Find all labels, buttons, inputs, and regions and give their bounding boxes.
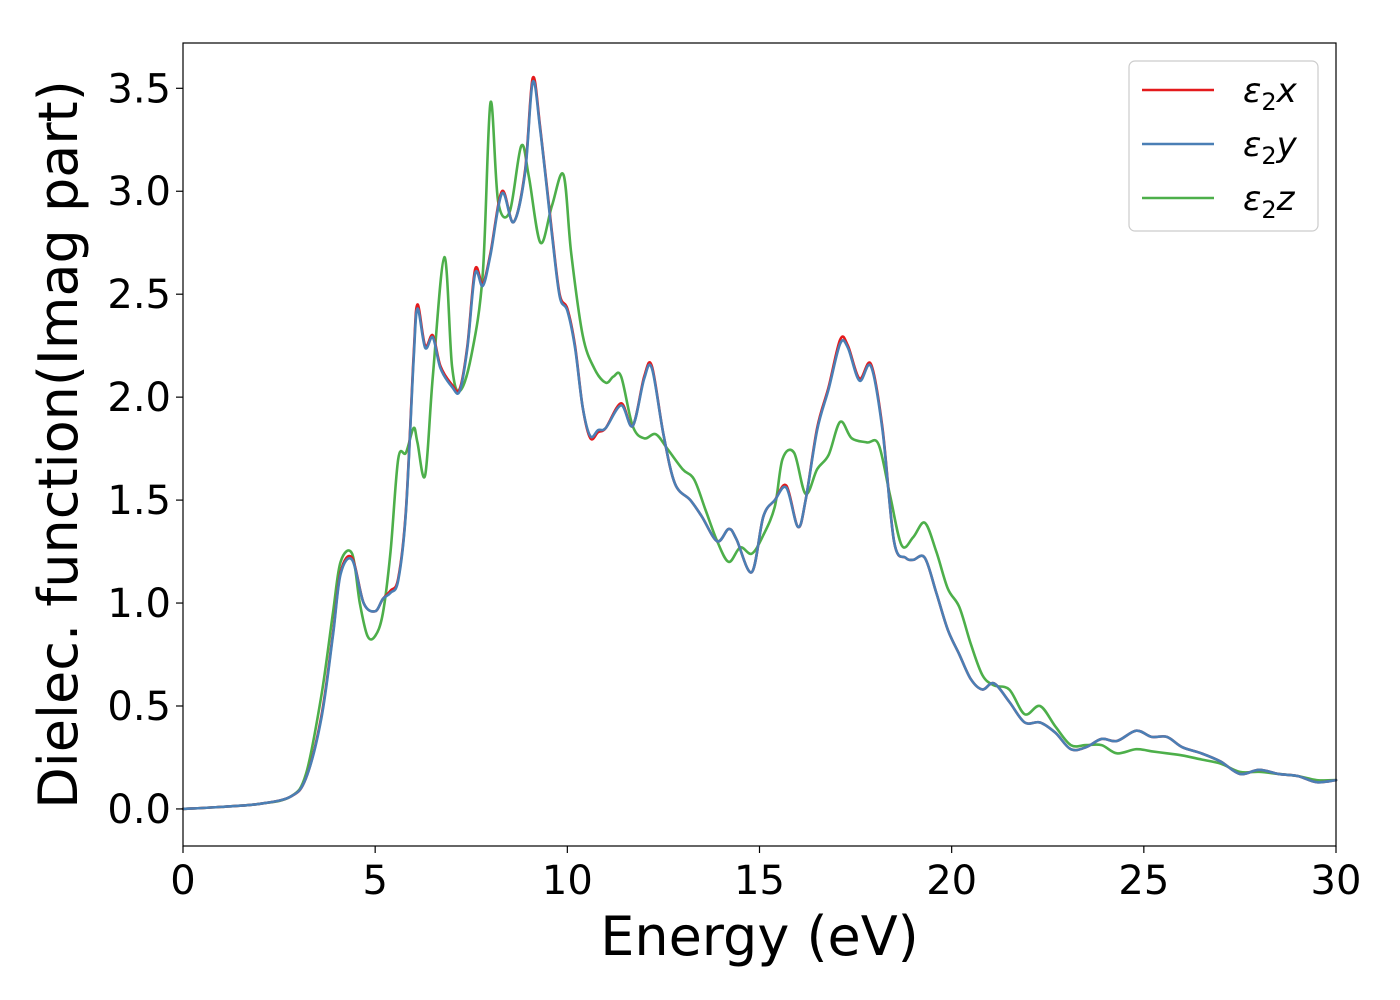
x-axis-label: Energy (eV) — [600, 905, 919, 968]
y-tick-label: 0.0 — [107, 787, 171, 833]
legend-label-sub: 2 — [1261, 88, 1276, 116]
y-axis: 0.0 0.5 1.0 1.5 2.0 2.5 3.0 3.5 — [107, 66, 183, 833]
legend-box — [1128, 60, 1319, 232]
legend-label-sub: 2 — [1261, 196, 1276, 224]
legend-label-var: z — [1276, 179, 1296, 219]
legend-label-var: x — [1276, 71, 1298, 111]
x-tick-label: 0 — [170, 858, 195, 904]
x-tick-label: 25 — [1118, 858, 1169, 904]
legend-label-base: ε — [1243, 179, 1261, 219]
legend-label-sub: 2 — [1261, 142, 1276, 170]
x-tick-label: 10 — [542, 858, 593, 904]
y-tick-label: 3.0 — [107, 169, 171, 215]
legend-label-y: ε2y — [1243, 125, 1298, 170]
x-tick-label: 30 — [1311, 858, 1362, 904]
series-layer — [181, 75, 1338, 811]
y-tick-label: 1.5 — [107, 478, 171, 524]
series-line-y — [181, 79, 1338, 811]
y-axis-label: Dielec. function(Imag part) — [27, 80, 90, 809]
legend-label-base: ε — [1243, 125, 1261, 165]
y-tick-label: 2.5 — [107, 272, 171, 318]
y-tick-label: 3.5 — [107, 66, 171, 112]
legend-label-z: ε2z — [1243, 179, 1296, 224]
series-line-z — [181, 100, 1338, 811]
legend-label-var: y — [1276, 125, 1298, 165]
legend-label-x: ε2x — [1243, 71, 1298, 116]
x-tick-label: 5 — [362, 858, 387, 904]
y-tick-label: 2.0 — [107, 375, 171, 421]
x-axis: 0 5 10 15 20 25 30 — [170, 846, 1361, 904]
y-tick-label: 0.5 — [107, 684, 171, 730]
x-tick-label: 15 — [734, 858, 785, 904]
legend-label-base: ε — [1243, 71, 1261, 111]
y-tick-label: 1.0 — [107, 581, 171, 627]
x-tick-label: 20 — [926, 858, 977, 904]
